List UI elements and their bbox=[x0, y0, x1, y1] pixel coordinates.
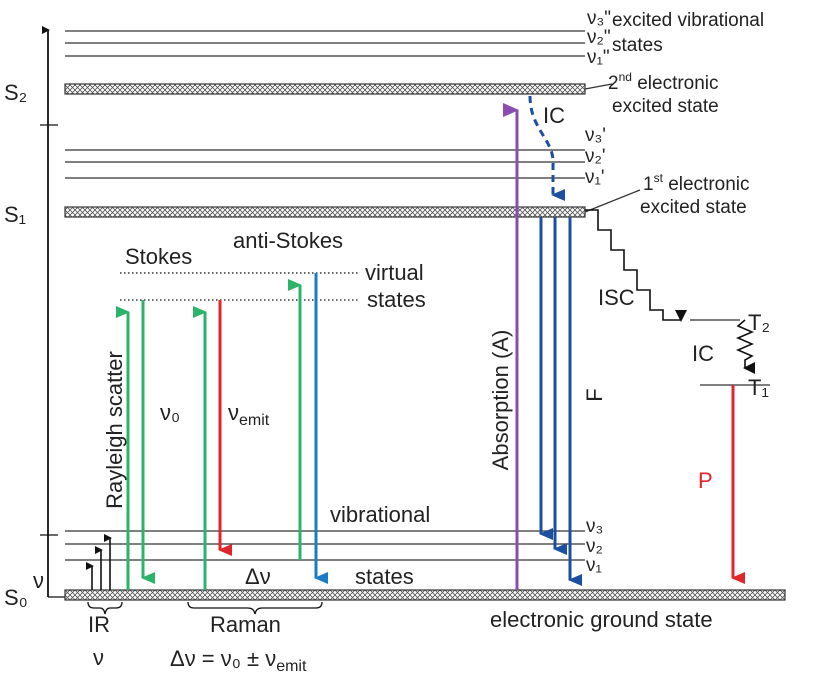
ic-upper-label: IC bbox=[543, 103, 565, 128]
ic-triplet-arrow bbox=[735, 319, 755, 374]
vibrational-label: vibrational bbox=[330, 502, 430, 527]
virtual-label: states bbox=[367, 287, 426, 312]
t2-label: T₂ bbox=[748, 310, 770, 335]
vib-level-label: ν₁' bbox=[585, 167, 605, 188]
ordinal-suffix: st bbox=[654, 171, 664, 185]
nu: ν bbox=[228, 400, 239, 425]
fluorescence-label: F bbox=[582, 388, 607, 401]
ir-nu-bottom: ν bbox=[93, 645, 104, 670]
fluorescence-arrows bbox=[539, 217, 582, 586]
sub: emit bbox=[239, 412, 270, 429]
ordinal-suffix: nd bbox=[619, 70, 632, 84]
absorption-label: Absorption (A) bbox=[488, 330, 513, 471]
isc-arrow bbox=[585, 209, 687, 322]
raman-formula: Δν = ν₀ ± νemit bbox=[170, 646, 307, 673]
vib-level-label: ν₂' bbox=[585, 146, 606, 167]
vib-level-label: ν₁" bbox=[587, 47, 610, 68]
vib-level-label: ν₂ bbox=[586, 536, 603, 557]
excited-vibrational-label: excited vibrational bbox=[612, 10, 764, 31]
s2-label: S₂ bbox=[4, 80, 27, 105]
s1-state-label: excited state bbox=[640, 197, 747, 218]
vib-level-label: ν₃" bbox=[587, 8, 611, 29]
delta-nu-label: Δν bbox=[245, 564, 271, 589]
anti-stokes-label: anti-Stokes bbox=[233, 228, 343, 253]
ground-state-label: electronic ground state bbox=[490, 607, 713, 632]
s2-state-label: excited state bbox=[612, 96, 719, 117]
ic-upper-arrow bbox=[528, 95, 565, 201]
s1-state-label: 1st electronic bbox=[643, 171, 750, 195]
s0-label: S₀ bbox=[4, 585, 28, 610]
excited-vibrational-label: states bbox=[612, 35, 663, 56]
ordinal: 2 bbox=[608, 73, 619, 94]
energy-axis bbox=[40, 26, 65, 598]
sub: emit bbox=[276, 658, 307, 673]
t1-label: T₁ bbox=[748, 375, 769, 400]
ir-brace bbox=[87, 601, 123, 615]
vib-level-label: ν₂" bbox=[587, 27, 611, 48]
vib-level-label: ν₃ bbox=[586, 516, 603, 537]
isc-label: ISC bbox=[598, 285, 635, 310]
nu-emit-label: νemit bbox=[228, 400, 270, 429]
ir-label: IR bbox=[88, 612, 110, 637]
nu0-label: ν₀ bbox=[160, 400, 180, 425]
rayleigh-label: Rayleigh scatter bbox=[102, 351, 127, 509]
ir-arrows bbox=[86, 534, 112, 590]
vib-level-label: ν₁ bbox=[586, 555, 602, 576]
phosphorescence-label: P bbox=[698, 468, 713, 493]
ic-triplet-label: IC bbox=[692, 341, 714, 366]
ir-nu: ν bbox=[33, 568, 44, 593]
energy-levels bbox=[64, 30, 786, 601]
vibrational-label: states bbox=[355, 564, 414, 589]
s1-text: electronic bbox=[663, 174, 750, 195]
virtual-label: virtual bbox=[365, 260, 424, 285]
formula: Δν = ν₀ ± ν bbox=[170, 646, 276, 671]
raman-brace bbox=[187, 601, 323, 615]
scattering-arrows bbox=[116, 273, 328, 590]
stokes-label: Stokes bbox=[125, 244, 192, 269]
s2-state-label: 2nd electronic bbox=[608, 70, 719, 94]
s1-label: S₁ bbox=[4, 202, 26, 227]
raman-label: Raman bbox=[210, 612, 281, 637]
s2-text: electronic bbox=[632, 73, 719, 94]
ordinal: 1 bbox=[643, 174, 654, 195]
vib-level-label: ν₃' bbox=[585, 125, 606, 146]
